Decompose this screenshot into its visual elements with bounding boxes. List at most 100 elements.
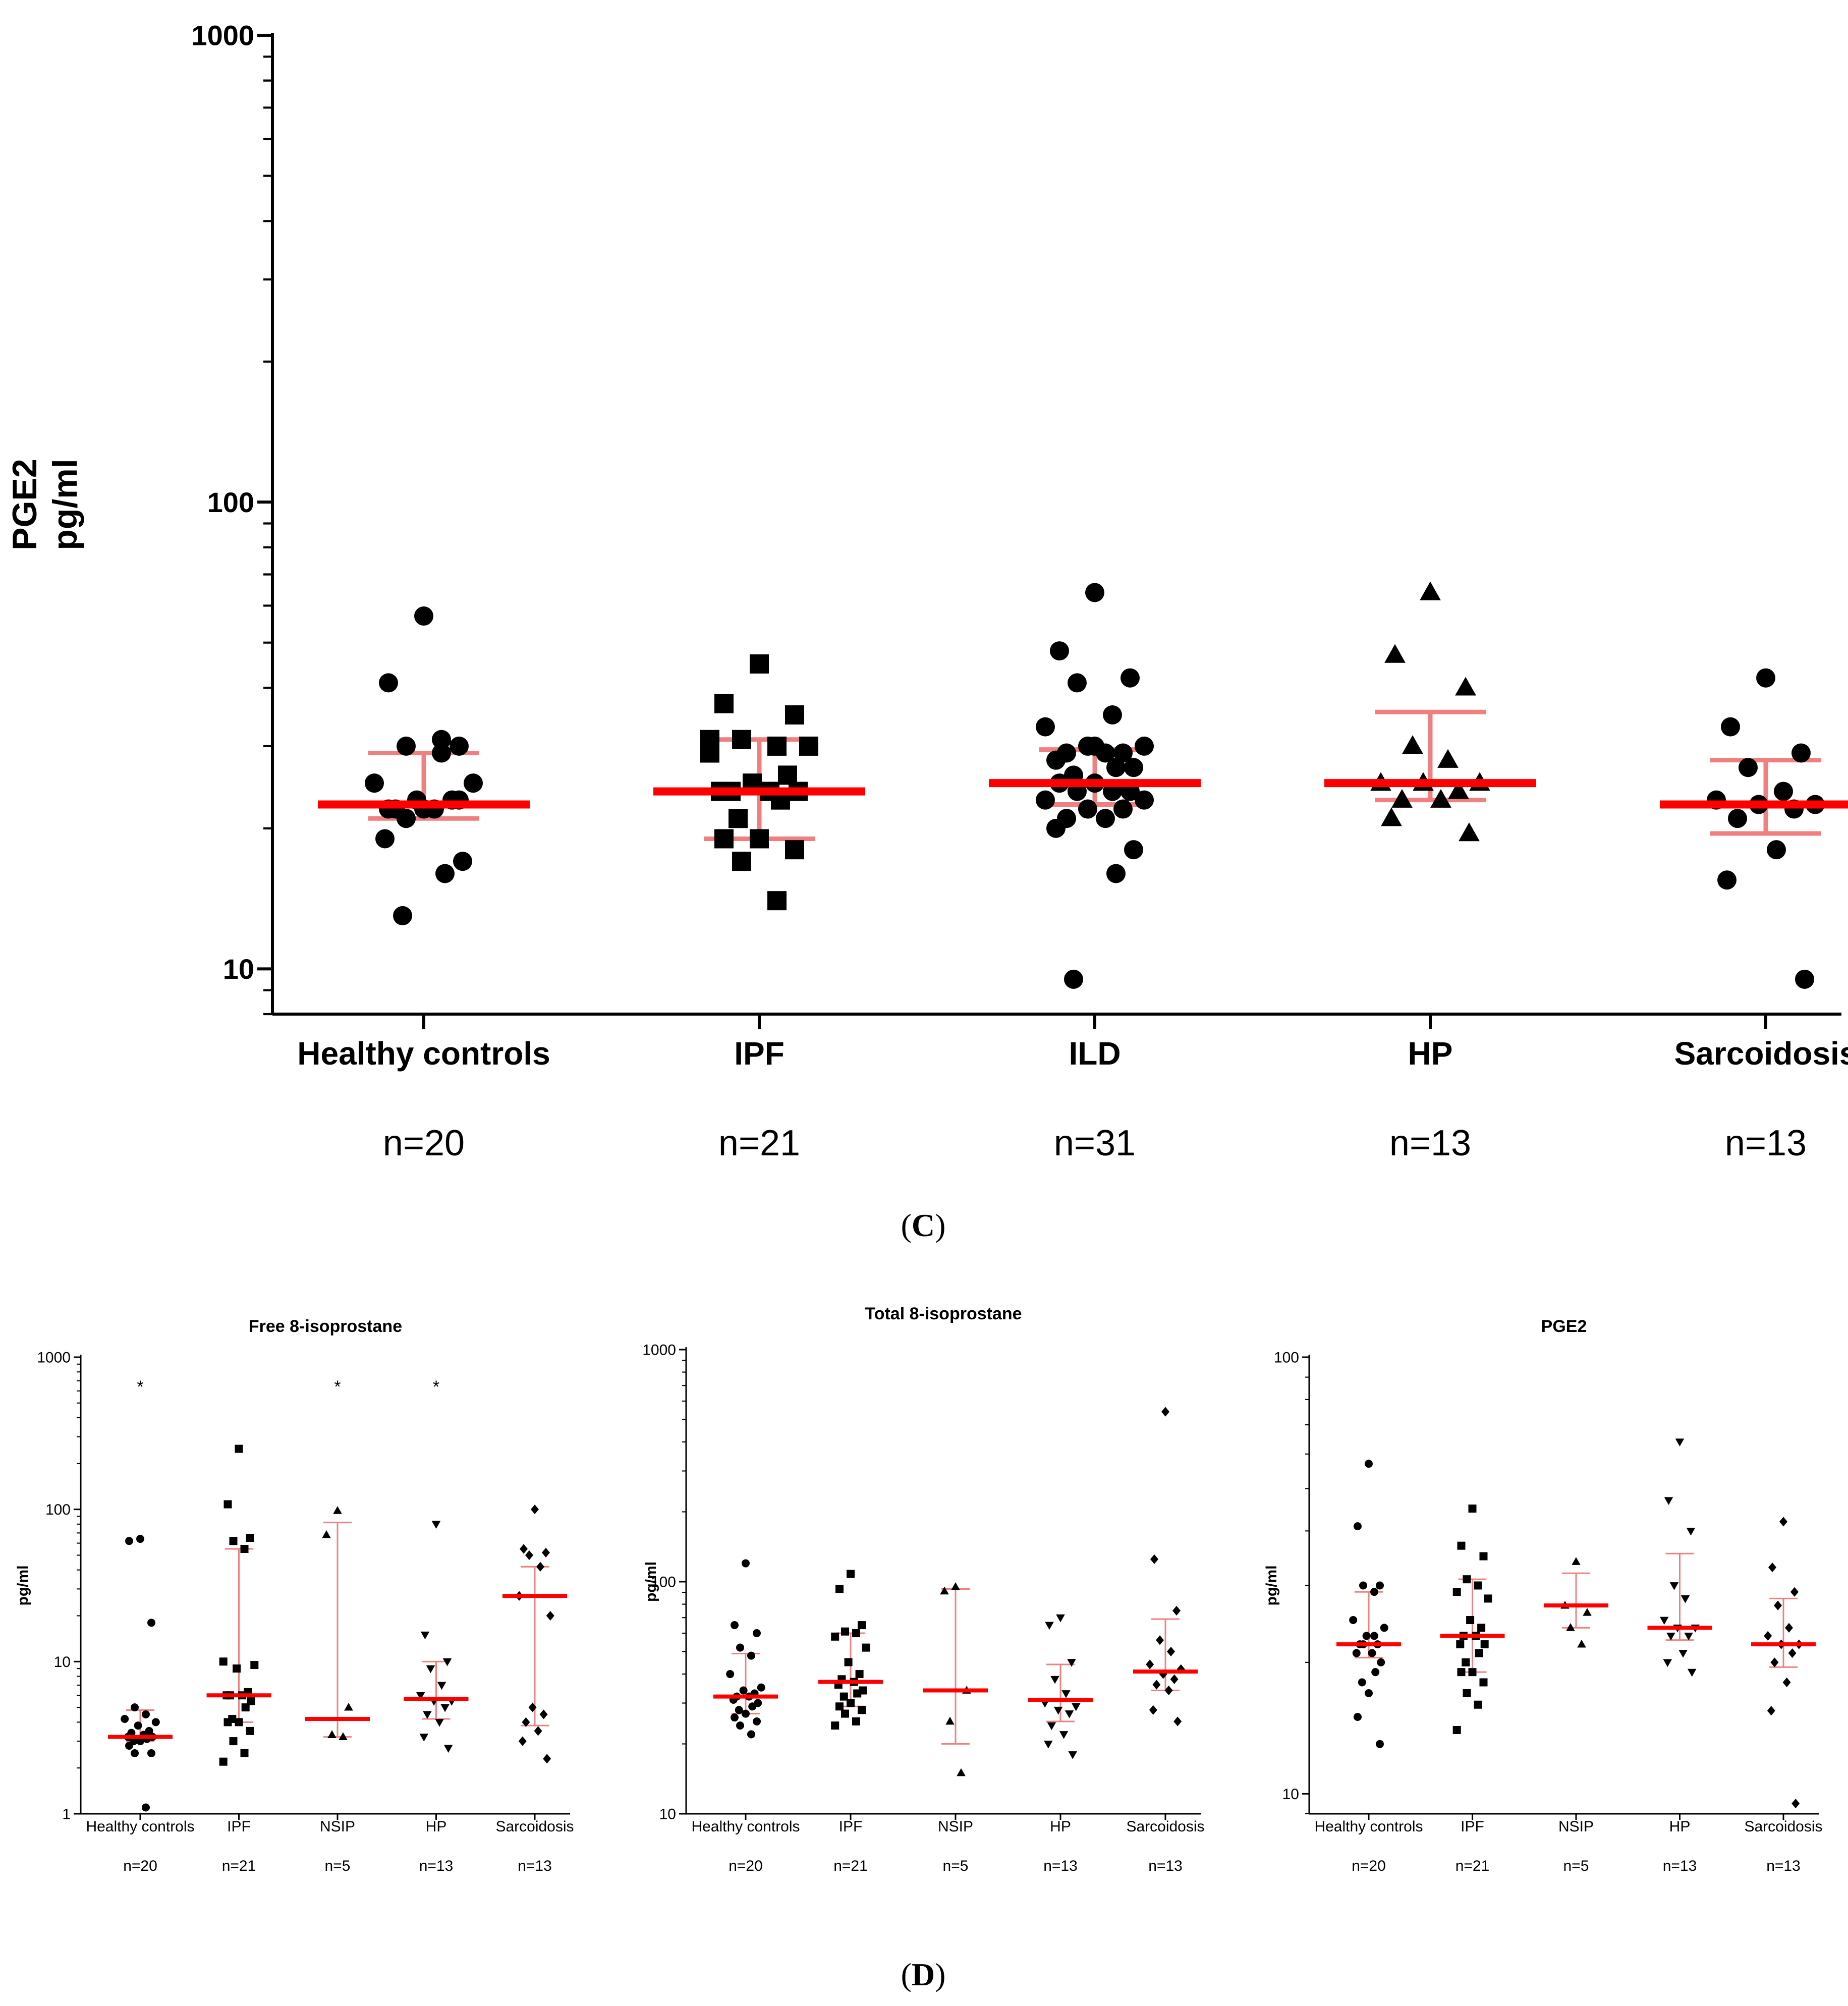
data-point xyxy=(1050,1676,1059,1684)
y-tick-label: 100 xyxy=(45,1501,71,1518)
data-point xyxy=(131,1703,139,1712)
data-point xyxy=(1113,743,1133,763)
data-point xyxy=(735,1706,743,1714)
y-axis-label: pg/ml xyxy=(643,1562,659,1602)
data-point xyxy=(1384,644,1406,663)
data-point xyxy=(142,1710,150,1718)
y-axis-label: pg/ml xyxy=(1263,1566,1280,1606)
data-point xyxy=(442,1658,452,1666)
data-point xyxy=(799,736,818,756)
x-category-label: NSIP xyxy=(320,1818,355,1835)
sample-size-label: n=5 xyxy=(325,1858,351,1874)
data-point xyxy=(841,1709,849,1718)
data-point xyxy=(1474,1700,1482,1709)
data-point xyxy=(1172,1605,1181,1616)
data-point xyxy=(125,1742,133,1750)
data-point xyxy=(539,1709,548,1719)
data-point xyxy=(742,1559,750,1568)
sample-size-label: n=20 xyxy=(729,1858,763,1874)
y-tick-label: 100 xyxy=(1274,1350,1299,1366)
chart-title: Free 8-isoprostane xyxy=(249,1317,402,1336)
data-point xyxy=(241,1703,250,1712)
data-point xyxy=(945,1716,955,1725)
data-point xyxy=(1669,1582,1679,1590)
data-point xyxy=(322,1530,331,1538)
sample-size-label: n=21 xyxy=(833,1858,868,1874)
data-point xyxy=(855,1670,864,1679)
data-point xyxy=(852,1629,860,1638)
data-point xyxy=(714,829,734,849)
data-point xyxy=(1420,581,1441,600)
data-point xyxy=(1466,1616,1475,1625)
data-point xyxy=(1045,1622,1054,1630)
data-point xyxy=(1161,1407,1169,1417)
data-point xyxy=(1365,1460,1373,1468)
data-point xyxy=(1768,1563,1776,1573)
data-point xyxy=(1173,1716,1182,1726)
data-point xyxy=(1452,1725,1461,1734)
x-category-label: NSIP xyxy=(938,1818,973,1835)
data-point xyxy=(847,1570,855,1578)
sample-size-label: n=21 xyxy=(222,1858,256,1874)
data-point xyxy=(747,1651,755,1660)
data-point xyxy=(1085,736,1104,756)
data-point xyxy=(1044,1741,1053,1749)
panel-d-letter: D xyxy=(912,1957,935,1992)
data-point xyxy=(858,1706,866,1714)
data-point xyxy=(1681,1595,1690,1603)
data-point xyxy=(1566,1623,1575,1631)
y-tick-label: 10 xyxy=(54,1654,71,1670)
data-point xyxy=(1170,1674,1179,1684)
data-point xyxy=(1362,1632,1371,1640)
data-point xyxy=(729,809,748,828)
data-point xyxy=(1377,1658,1385,1666)
data-point xyxy=(136,1737,144,1746)
data-point xyxy=(420,1631,430,1640)
data-point xyxy=(333,1506,342,1514)
data-point xyxy=(732,730,751,749)
y-tick-label: 1000 xyxy=(37,1350,71,1366)
data-point xyxy=(1779,1517,1787,1527)
data-point xyxy=(742,1709,750,1718)
y-tick-label: 1000 xyxy=(191,20,254,51)
data-point xyxy=(1484,1594,1492,1603)
data-point xyxy=(1791,743,1811,763)
sample-size-label: n=13 xyxy=(1725,1123,1807,1163)
data-point xyxy=(250,1661,259,1669)
data-point xyxy=(778,765,797,785)
data-point xyxy=(1475,1649,1483,1657)
data-point xyxy=(531,1504,539,1515)
data-point xyxy=(1583,1608,1592,1616)
sample-size-label: n=5 xyxy=(1563,1858,1589,1874)
data-point xyxy=(528,1702,537,1712)
data-point xyxy=(1056,1614,1065,1623)
data-point xyxy=(443,1745,453,1753)
data-point xyxy=(437,1682,446,1690)
data-point xyxy=(1349,1616,1358,1625)
sample-size-label: n=31 xyxy=(1054,1123,1136,1163)
data-point xyxy=(136,1535,144,1543)
data-point xyxy=(1468,1668,1477,1677)
data-point xyxy=(1040,1700,1049,1708)
panel-d-label: (D) xyxy=(901,1957,946,1992)
y-tick-label: 1000 xyxy=(642,1342,676,1359)
data-point xyxy=(1479,1552,1488,1561)
data-point xyxy=(219,1657,228,1666)
data-point xyxy=(440,1704,450,1712)
data-point xyxy=(767,891,787,911)
data-point xyxy=(147,1749,155,1757)
panel-c-ylabel-line2: pg/ml xyxy=(46,459,84,550)
data-point xyxy=(435,1718,444,1727)
data-point xyxy=(426,1665,435,1674)
data-point xyxy=(397,809,416,828)
data-point xyxy=(1577,1639,1586,1648)
data-point xyxy=(1788,1648,1797,1658)
data-point xyxy=(339,1732,348,1741)
data-point xyxy=(229,1737,238,1746)
data-point xyxy=(131,1749,139,1757)
sample-size-label: n=5 xyxy=(943,1858,969,1874)
data-point xyxy=(142,1803,150,1812)
data-point xyxy=(732,852,751,871)
data-point xyxy=(1124,758,1143,777)
panel-c-label: (C) xyxy=(901,1207,946,1243)
